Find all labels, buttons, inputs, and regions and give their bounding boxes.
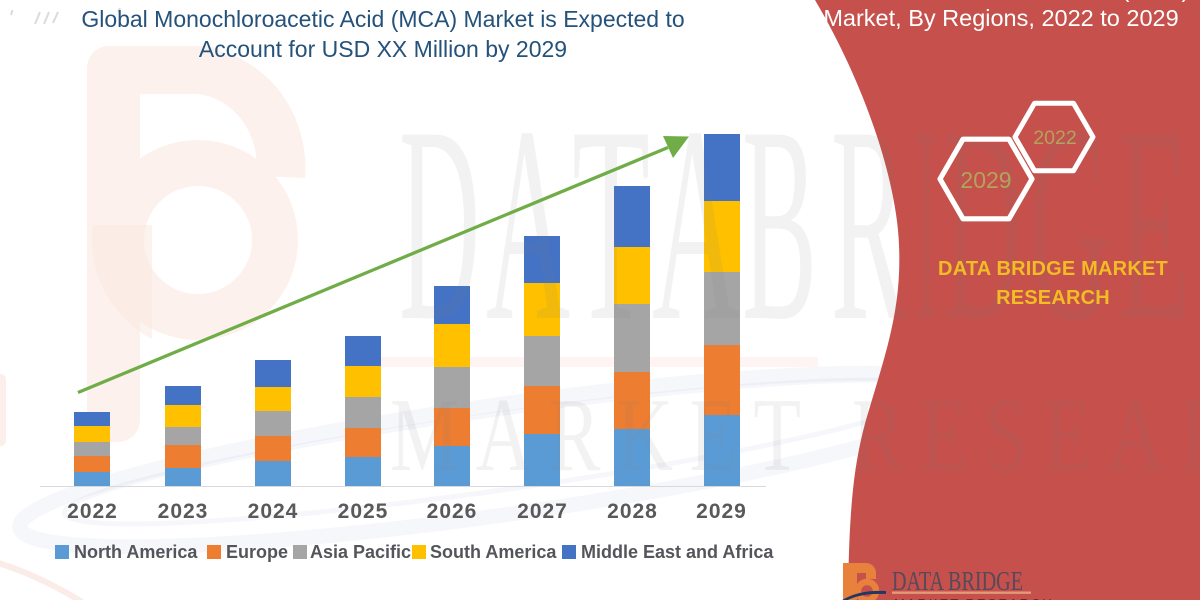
svg-text:E: E	[1118, 68, 1190, 379]
svg-text:I: I	[914, 68, 938, 379]
svg-text:2022: 2022	[1033, 127, 1076, 149]
svg-text:DATA BRIDGE: DATA BRIDGE	[892, 566, 1023, 596]
svg-text:MARKET RESEARCH: MARKET RESEARCH	[390, 376, 1200, 493]
svg-text:D: D	[399, 68, 480, 379]
svg-text:R: R	[831, 68, 908, 379]
svg-text:MARKET RESEARCH: MARKET RESEARCH	[894, 596, 1054, 600]
svg-text:D: D	[944, 68, 1022, 379]
svg-text:A: A	[652, 68, 740, 379]
svg-text:A: A	[486, 68, 570, 379]
svg-text:B: B	[742, 68, 817, 379]
svg-text:T: T	[572, 68, 650, 379]
svg-text:2029: 2029	[960, 167, 1011, 193]
svg-text:G: G	[1029, 68, 1111, 379]
